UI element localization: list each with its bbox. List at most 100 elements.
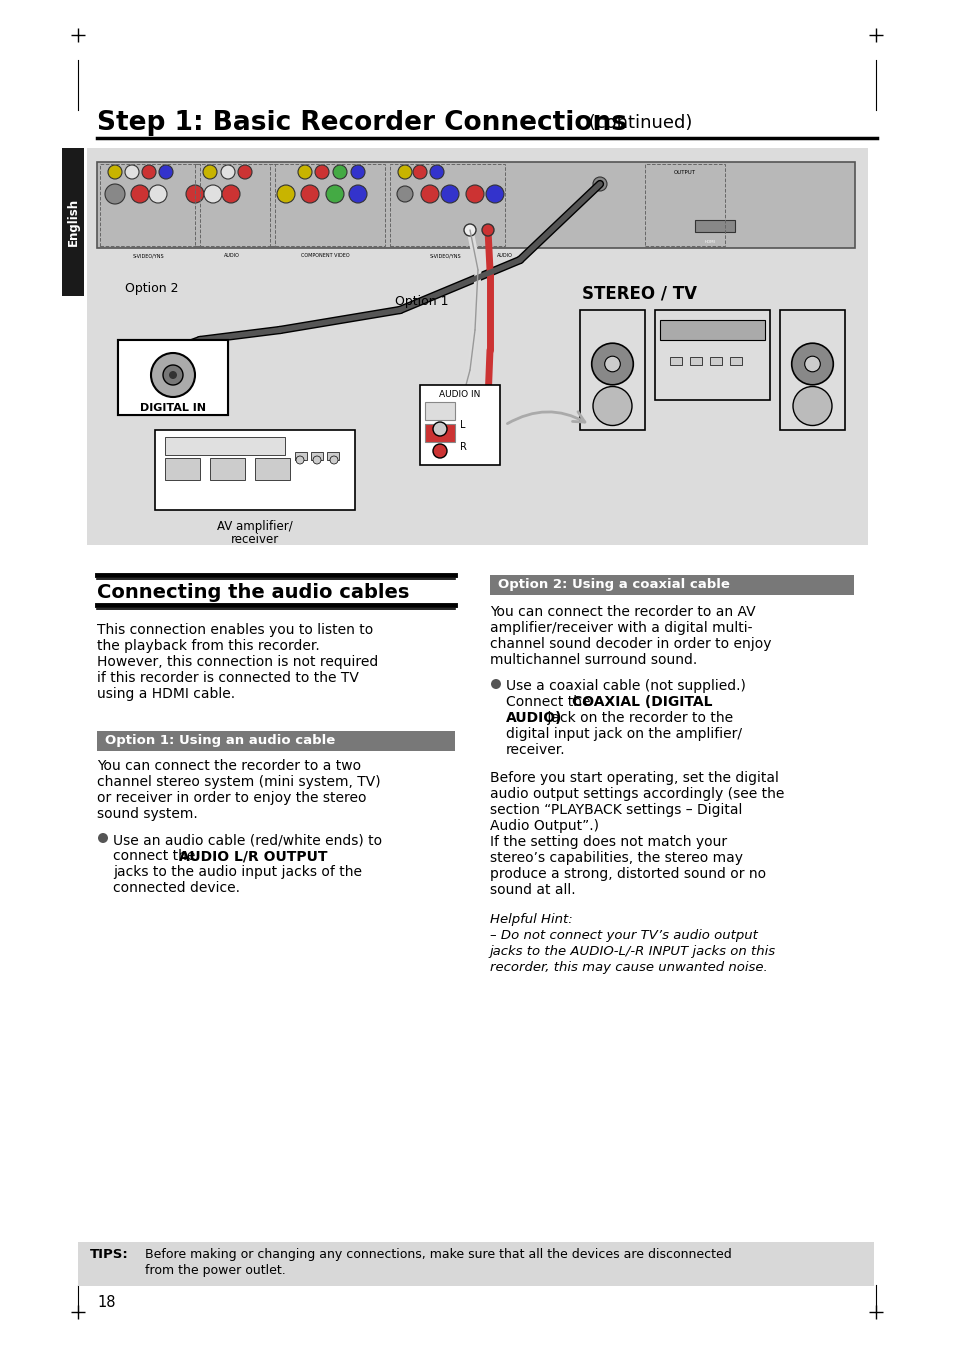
Text: Before making or changing any connections, make sure that all the devices are di: Before making or changing any connection…	[145, 1249, 731, 1261]
Text: AUDIO: AUDIO	[497, 253, 513, 259]
Text: 18: 18	[97, 1294, 115, 1311]
Circle shape	[792, 387, 831, 426]
Circle shape	[159, 164, 172, 179]
Circle shape	[351, 164, 365, 179]
Bar	[294, 453, 307, 459]
Bar	[655, 310, 769, 400]
Circle shape	[313, 457, 320, 463]
Bar	[709, 357, 721, 365]
Text: or receiver in order to enjoy the stereo: or receiver in order to enjoy the stereo	[97, 791, 366, 806]
Text: jacks to the audio input jacks of the: jacks to the audio input jacks of the	[112, 865, 361, 880]
Bar	[97, 731, 455, 752]
Text: amplifier/receiver with a digital multi-: amplifier/receiver with a digital multi-	[490, 621, 752, 634]
Circle shape	[314, 164, 329, 179]
Text: OUTPUT: OUTPUT	[673, 170, 696, 175]
Circle shape	[330, 457, 337, 463]
Circle shape	[169, 370, 177, 379]
Circle shape	[463, 224, 476, 236]
Text: receiver: receiver	[231, 533, 279, 546]
Circle shape	[593, 387, 631, 426]
Circle shape	[204, 185, 222, 203]
Text: Option 2: Option 2	[125, 282, 178, 295]
Circle shape	[481, 224, 494, 236]
Circle shape	[593, 176, 606, 191]
Text: L: L	[459, 420, 465, 430]
Text: R: R	[459, 442, 466, 453]
Text: Helpful Hint:: Helpful Hint:	[490, 913, 572, 925]
Bar	[154, 430, 355, 511]
Text: from the power outlet.: from the power outlet.	[145, 1263, 286, 1277]
Circle shape	[333, 164, 347, 179]
Bar	[390, 164, 504, 247]
Text: the playback from this recorder.: the playback from this recorder.	[97, 638, 319, 653]
Text: jacks to the AUDIO-L/-R INPUT jacks on this: jacks to the AUDIO-L/-R INPUT jacks on t…	[490, 946, 776, 958]
Text: channel stereo system (mini system, TV): channel stereo system (mini system, TV)	[97, 775, 380, 789]
Circle shape	[151, 353, 194, 397]
Circle shape	[420, 185, 438, 203]
Bar	[490, 575, 853, 595]
Circle shape	[397, 164, 412, 179]
Text: Connect the: Connect the	[505, 695, 595, 709]
Text: using a HDMI cable.: using a HDMI cable.	[97, 687, 234, 700]
Circle shape	[349, 185, 367, 203]
Circle shape	[440, 185, 458, 203]
Text: stereo’s capabilities, the stereo may: stereo’s capabilities, the stereo may	[490, 851, 742, 865]
Text: AV amplifier/: AV amplifier/	[217, 520, 293, 533]
Text: S-VIDEO/YNS: S-VIDEO/YNS	[429, 253, 460, 259]
Bar	[729, 357, 741, 365]
Circle shape	[326, 185, 344, 203]
Circle shape	[131, 185, 149, 203]
Bar	[118, 339, 228, 415]
Text: digital input jack on the amplifier/: digital input jack on the amplifier/	[505, 727, 741, 741]
Bar	[270, 164, 385, 247]
Bar	[659, 321, 764, 339]
Text: audio output settings accordingly (see the: audio output settings accordingly (see t…	[490, 787, 783, 801]
Text: receiver.: receiver.	[505, 744, 565, 757]
Bar	[780, 310, 844, 430]
Bar	[424, 401, 455, 420]
Bar	[419, 385, 499, 465]
Text: COMPONENT VIDEO: COMPONENT VIDEO	[300, 253, 349, 259]
Circle shape	[804, 356, 820, 372]
Circle shape	[604, 356, 619, 372]
Circle shape	[149, 185, 167, 203]
Text: Audio Output”.): Audio Output”.)	[490, 819, 598, 832]
Circle shape	[791, 343, 832, 385]
Text: if this recorder is connected to the TV: if this recorder is connected to the TV	[97, 671, 358, 686]
Bar	[210, 458, 245, 480]
Circle shape	[163, 365, 183, 385]
Text: recorder, this may cause unwanted noise.: recorder, this may cause unwanted noise.	[490, 960, 767, 974]
Text: connected device.: connected device.	[112, 881, 240, 894]
Circle shape	[301, 185, 318, 203]
FancyBboxPatch shape	[118, 339, 228, 415]
Circle shape	[295, 457, 304, 463]
Circle shape	[222, 185, 240, 203]
Text: Use a coaxial cable (not supplied.): Use a coaxial cable (not supplied.)	[505, 679, 745, 692]
Text: sound system.: sound system.	[97, 807, 197, 822]
Circle shape	[98, 832, 108, 843]
Text: However, this connection is not required: However, this connection is not required	[97, 655, 377, 669]
Text: TIPS:: TIPS:	[90, 1249, 129, 1261]
Bar	[254, 458, 290, 480]
Text: Before you start operating, set the digital: Before you start operating, set the digi…	[490, 770, 778, 785]
Text: AUDIO L/R OUTPUT: AUDIO L/R OUTPUT	[179, 849, 327, 863]
Text: Connecting the audio cables: Connecting the audio cables	[97, 583, 409, 602]
Bar	[644, 164, 724, 247]
Circle shape	[413, 164, 427, 179]
Circle shape	[203, 164, 216, 179]
Circle shape	[186, 185, 204, 203]
Bar	[194, 164, 274, 247]
Text: AUDIO IN: AUDIO IN	[438, 391, 480, 399]
Circle shape	[237, 164, 252, 179]
Text: Step 1: Basic Recorder Connections: Step 1: Basic Recorder Connections	[97, 110, 626, 136]
Text: HDMI: HDMI	[704, 240, 715, 244]
Bar	[165, 458, 200, 480]
Bar	[689, 357, 701, 365]
Circle shape	[430, 164, 443, 179]
Text: DIGITAL IN: DIGITAL IN	[140, 403, 206, 414]
Circle shape	[485, 185, 503, 203]
Text: English: English	[67, 198, 79, 247]
Text: STEREO / TV: STEREO / TV	[582, 286, 697, 303]
Text: If the setting does not match your: If the setting does not match your	[490, 835, 726, 849]
Text: AUDIO): AUDIO)	[505, 711, 562, 725]
